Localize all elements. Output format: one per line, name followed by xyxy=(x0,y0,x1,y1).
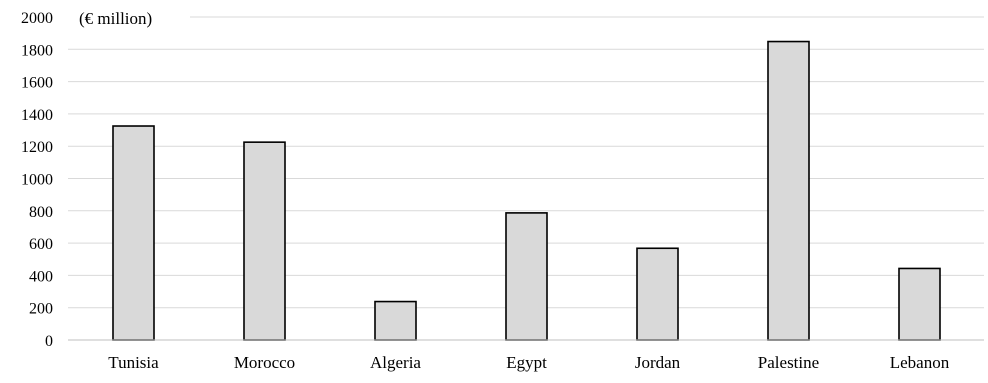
x-category-label: Egypt xyxy=(506,353,547,372)
x-category-label: Tunisia xyxy=(108,353,159,372)
bar-jordan xyxy=(636,247,679,341)
x-axis-category-labels: Tunisia Morocco Algeria Egypt Jordan Palestin… xyxy=(108,353,949,372)
y-tick-label: 1000 xyxy=(21,172,53,189)
y-tick-label: 800 xyxy=(29,204,53,221)
bars xyxy=(112,40,941,341)
bar-algeria xyxy=(374,300,417,341)
y-tick-label: 600 xyxy=(29,236,53,253)
x-category-label: Palestine xyxy=(758,353,819,372)
y-tick-label: 0 xyxy=(45,333,53,350)
bar-lebanon xyxy=(898,267,941,341)
bar-egypt xyxy=(505,212,548,341)
y-tick-label: 2000 xyxy=(21,10,53,27)
x-category-label: Morocco xyxy=(234,353,295,372)
x-category-label: Algeria xyxy=(370,353,421,372)
bar-palestine xyxy=(767,40,810,341)
bar-morocco xyxy=(243,141,286,341)
y-tick-label: 1800 xyxy=(21,42,53,59)
bar-tunisia xyxy=(112,125,155,341)
x-category-label: Lebanon xyxy=(890,353,950,372)
y-tick-label: 400 xyxy=(29,268,53,285)
y-tick-label: 1200 xyxy=(21,139,53,156)
unit-label: (€ million) xyxy=(79,9,152,28)
y-tick-label: 200 xyxy=(29,301,53,318)
y-tick-label: 1600 xyxy=(21,75,53,92)
gridlines xyxy=(68,16,984,309)
x-category-label: Jordan xyxy=(635,353,681,372)
y-axis-tick-labels: 0 200 400 600 800 1000 1200 1400 1600 1800 2000 xyxy=(21,10,53,350)
y-tick-label: 1400 xyxy=(21,107,53,124)
